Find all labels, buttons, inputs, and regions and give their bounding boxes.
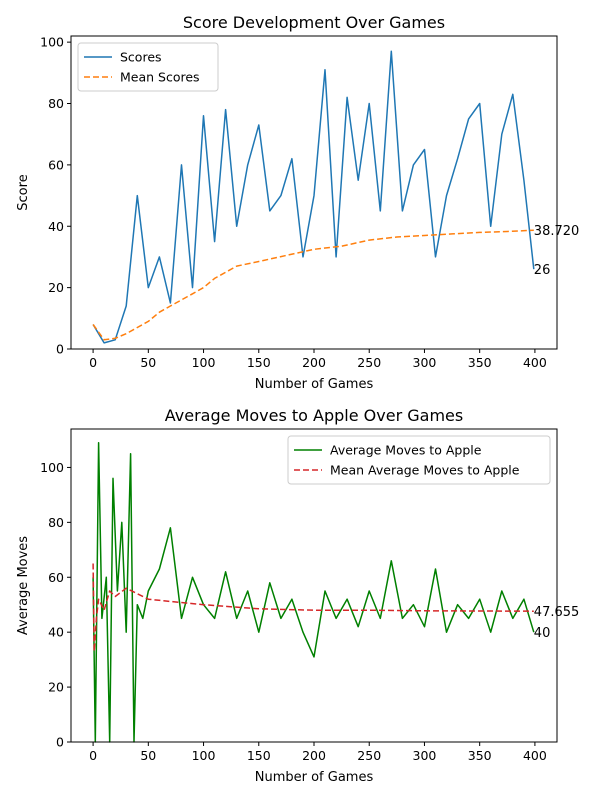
chart2-ylabel: Average Moves	[16, 536, 31, 635]
chart2-xtick-label: 400	[523, 748, 547, 763]
chart2-xtick-label: 300	[413, 748, 437, 763]
chart1-annotation-2: 26	[534, 263, 551, 278]
chart1-xtick-label: 50	[140, 355, 156, 370]
chart2-legend-label-2: Mean Average Moves to Apple	[330, 463, 520, 478]
chart2-panel: 0 50 100 150 200 250 300 350 400 0 20 40 60 80 100 Aver…	[16, 406, 579, 785]
chart2-legend-label-1: Average Moves to Apple	[330, 443, 482, 458]
chart1-title: Score Development Over Games	[183, 13, 445, 32]
chart1-xtick-label: 0	[89, 355, 97, 370]
chart1-xtick-label: 100	[192, 355, 216, 370]
chart2-xtick-label: 50	[140, 748, 156, 763]
chart1-panel: 0 50 100 150 200 250 300 350 400 0 20 40 60 80 100 Scor…	[16, 13, 579, 392]
chart2-legend-box	[287, 435, 551, 485]
chart1-xtick-label: 300	[413, 355, 437, 370]
chart1-annotation-1: 38.720	[534, 224, 580, 239]
chart1-legend-label-2: Mean Scores	[120, 70, 200, 85]
chart1-legend-label-1: Scores	[120, 50, 162, 65]
chart1-xtick-label: 250	[357, 355, 381, 370]
chart1-ytick-label: 60	[48, 157, 64, 172]
chart2-ytick-label: 40	[48, 625, 64, 640]
chart1-legend: Scores Mean Scores	[77, 42, 219, 92]
chart2-annotation-1: 47.655	[534, 605, 580, 620]
chart1-series-2-line	[92, 229, 534, 341]
chart2-xtick-label: 0	[89, 748, 97, 763]
chart2-ytick-label: 100	[40, 460, 64, 475]
chart1-ytick-label: 80	[48, 96, 64, 111]
chart2-xtick-label: 250	[357, 748, 381, 763]
chart1-ylabel: Score	[16, 174, 31, 210]
chart1-legend-box	[77, 42, 219, 92]
chart2-xlabel: Number of Games	[255, 770, 374, 785]
chart1-ytick-label: 0	[56, 342, 64, 357]
chart2-ytick-label: 20	[48, 680, 64, 695]
chart2-xtick-label: 350	[468, 748, 492, 763]
chart2-xtick-label: 100	[192, 748, 216, 763]
chart1-xtick-label: 150	[247, 355, 271, 370]
chart1-xlabel: Number of Games	[255, 377, 374, 392]
chart1-xtick-label: 350	[468, 355, 492, 370]
chart1-ytick-label: 40	[48, 219, 64, 234]
chart2-series-1-line	[92, 441, 535, 743]
chart1-xtick-label: 400	[523, 355, 547, 370]
chart2-xtick-label: 200	[302, 748, 326, 763]
chart2-ytick-label: 0	[56, 735, 64, 750]
chart2-legend: Average Moves to Apple Mean Average Moves…	[287, 435, 551, 485]
chart2-xtick-label: 150	[247, 748, 271, 763]
chart2-ytick-label: 60	[48, 570, 64, 585]
chart2-ytick-label: 80	[48, 515, 64, 530]
chart1-ytick-label: 20	[48, 280, 64, 295]
chart1-series-1-line	[92, 50, 535, 344]
chart1-xtick-label: 200	[302, 355, 326, 370]
chart2-series-2-line	[92, 563, 534, 653]
chart2-title: Average Moves to Apple Over Games	[165, 406, 463, 425]
chart1-ytick-label: 100	[40, 35, 64, 50]
chart2-annotation-2: 40	[534, 626, 551, 641]
